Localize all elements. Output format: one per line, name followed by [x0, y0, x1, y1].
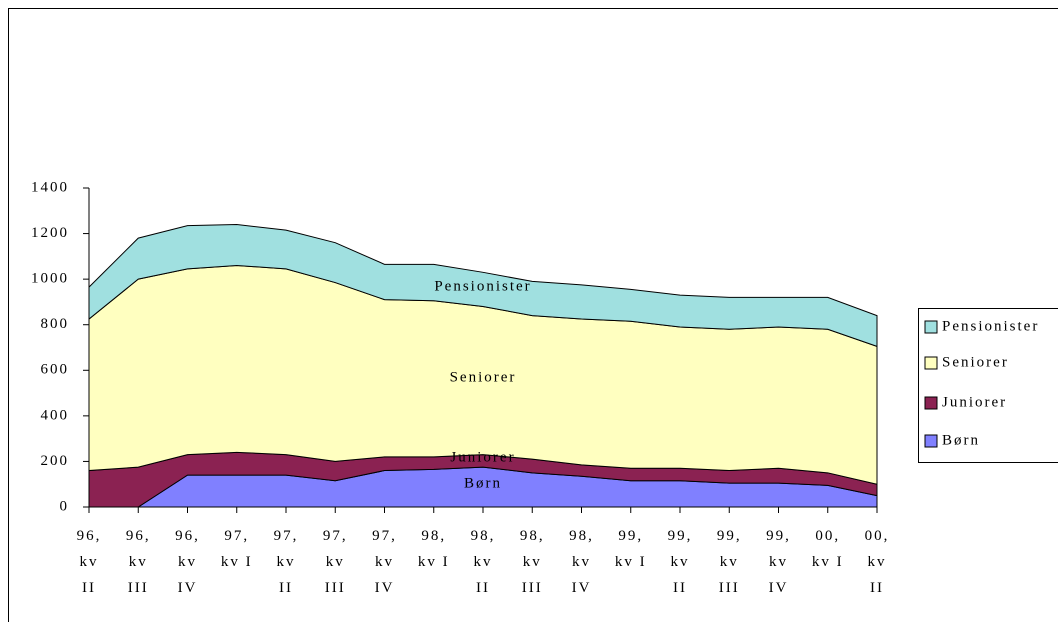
area-label: Seniorer [450, 369, 517, 385]
legend-label: Pensionister [942, 318, 1039, 334]
legend-label: Seniorer [942, 354, 1009, 370]
area-label: Juniorer [450, 449, 515, 465]
x-tick-label: 99, kv II [668, 528, 693, 596]
legend-swatch [924, 396, 938, 410]
x-tick-label: 98, kv IV [569, 528, 594, 596]
x-tick-label: 97, kv IV [372, 528, 397, 596]
y-tick-label: 1200 [31, 225, 69, 241]
y-tick-label: 1400 [31, 179, 69, 195]
x-tick-label: 99, kv I [615, 528, 647, 570]
legend-swatch [924, 320, 938, 334]
y-tick-label: 1000 [31, 271, 69, 287]
x-tick-label: 97, kv I [221, 528, 253, 570]
x-tick-label: 99, kv IV [766, 528, 791, 596]
legend-swatch [924, 434, 938, 448]
x-tick-label: 97, kv II [274, 528, 299, 596]
area [88, 223, 878, 348]
x-tick-label: 99, kv III [717, 528, 742, 596]
x-tick-label: 96, kv IV [175, 528, 200, 596]
chart-frame [8, 8, 1058, 622]
x-tick-label: 97, kv III [323, 528, 348, 596]
x-tick-label: 96, kv III [126, 528, 151, 596]
legend-label: Juniorer [942, 394, 1007, 410]
y-tick-label: 0 [60, 498, 70, 514]
legend-swatch [924, 356, 938, 370]
area-label: Børn [464, 475, 502, 491]
y-tick-label: 600 [41, 362, 70, 378]
legend-label: Børn [942, 432, 980, 448]
x-tick-label: 00, kv II [865, 528, 890, 596]
y-tick-label: 400 [41, 407, 70, 423]
x-tick-label: 98, kv II [471, 528, 496, 596]
y-tick-label: 200 [41, 453, 70, 469]
legend [918, 308, 1058, 463]
x-tick-label: 98, kv I [418, 528, 450, 570]
plot [88, 223, 878, 508]
x-tick-label: 98, kv III [520, 528, 545, 596]
area-label: Pensionister [434, 278, 531, 294]
y-tick-label: 800 [41, 316, 70, 332]
x-tick-label: 96, kv II [77, 528, 102, 596]
x-tick-label: 00, kv I [812, 528, 844, 570]
